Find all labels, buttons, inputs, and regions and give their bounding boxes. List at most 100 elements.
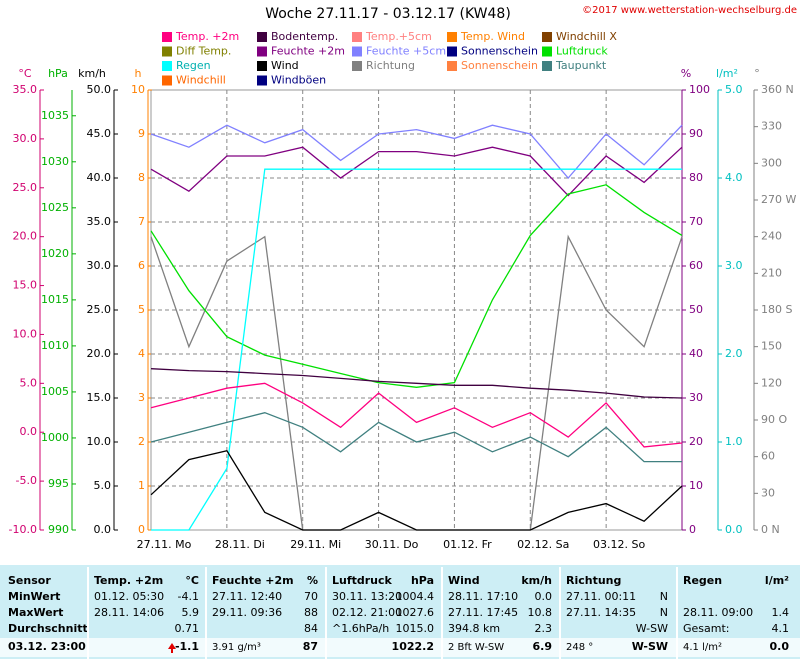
table-cell: 02.12. 21:00: [332, 606, 402, 619]
table-unit: °C: [185, 574, 199, 587]
legend-label: Windchill: [176, 74, 226, 87]
y-tick-label: 35.0: [87, 215, 112, 228]
table-cell: 29.11. 09:36: [212, 606, 282, 619]
axis-unit: km/h: [78, 67, 106, 80]
table-cell: 30.11. 13:20: [332, 590, 402, 603]
legend-swatch: [257, 61, 267, 71]
legend-label: Windböen: [271, 74, 326, 87]
y-tick-label: 5: [138, 303, 145, 316]
y-tick-label: 5.0: [20, 376, 38, 389]
legend-swatch: [542, 46, 552, 57]
table-value: W-SW: [636, 622, 668, 635]
table-unit: %: [307, 574, 318, 587]
y-tick-label: -10.0: [9, 523, 37, 536]
table-value: 84: [304, 622, 318, 635]
y-tick-label: 210: [761, 266, 782, 279]
legend-swatch: [447, 61, 457, 71]
table-row-label: 03.12. 23:00: [8, 640, 86, 653]
legend-swatch: [257, 32, 267, 42]
y-tick-label: 1020: [41, 247, 69, 260]
series-line: [150, 412, 682, 463]
series-line: [151, 168, 682, 531]
y-tick-label: 8: [138, 171, 145, 184]
legend-swatch: [162, 46, 172, 57]
y-tick-label: 35.0: [13, 83, 38, 96]
y-tick-label: 0: [689, 523, 696, 536]
legend-label: Windchill X: [556, 30, 617, 43]
y-tick-label: 4.0: [725, 171, 743, 184]
trend-arrow: [168, 643, 176, 653]
legend-label: Diff Temp.: [176, 45, 231, 58]
legend-swatch: [352, 61, 362, 71]
current-row-background: [0, 638, 800, 657]
table-header: Regen: [683, 574, 722, 587]
legend-swatch: [257, 46, 267, 57]
legend-swatch: [257, 75, 267, 86]
legend-label: Sonnenschein: [461, 59, 538, 72]
y-tick-label: 240: [761, 230, 782, 243]
y-tick-label: 10: [689, 479, 703, 492]
table-row-label: MaxWert: [8, 606, 63, 619]
series-line: [150, 450, 683, 531]
y-tick-label: 50.0: [87, 83, 112, 96]
x-tick-label: 02.12. Sa: [517, 538, 569, 551]
series-line: [150, 382, 683, 448]
y-tick-label: 40: [689, 347, 703, 360]
table-row-label: Durchschnitt: [8, 622, 88, 635]
y-tick-label: 60: [689, 259, 703, 272]
legend-label: Regen: [176, 59, 211, 72]
y-tick-label: 20.0: [13, 230, 38, 243]
x-tick-label: 27.11. Mo: [137, 538, 192, 551]
table-value: 1004.4: [396, 590, 435, 603]
y-tick-label: 60: [761, 450, 775, 463]
table-value: 1027.6: [396, 606, 435, 619]
x-tick-label: 01.12. Fr: [443, 538, 492, 551]
legend-swatch: [162, 61, 172, 71]
x-tick-label: 30.11. Do: [365, 538, 419, 551]
y-tick-label: 45.0: [87, 127, 112, 140]
table-value: 4.1: [772, 622, 790, 635]
y-tick-label: 25.0: [13, 181, 38, 194]
y-tick-label: 10.0: [87, 435, 112, 448]
table-cell: 394.8 km: [448, 622, 500, 635]
legend-label: Taupunkt: [555, 59, 607, 72]
y-tick-label: 90: [689, 127, 703, 140]
y-tick-label: 1035: [41, 109, 69, 122]
table-cell: 3.91 g/m³: [212, 642, 261, 653]
legend-label: Bodentemp.: [271, 30, 338, 43]
table-row-label: MinWert: [8, 590, 60, 603]
series-line: [150, 368, 683, 399]
legend-label: Sonnenschein: [461, 45, 538, 58]
table-value: 6.9: [533, 640, 553, 653]
legend-label: Luftdruck: [556, 45, 608, 58]
chart-title: Woche 27.11.17 - 03.12.17 (KW48): [265, 6, 511, 22]
table-header: Temp. +2m: [94, 574, 163, 587]
y-tick-label: 9: [138, 127, 145, 140]
y-tick-label: 300: [761, 156, 782, 169]
y-tick-label: 2.0: [725, 347, 743, 360]
x-tick-label: 03.12. So: [593, 538, 645, 551]
y-tick-label: 30.0: [87, 259, 112, 272]
table-cell: 27.11. 00:11: [566, 590, 636, 603]
y-tick-label: 1015: [41, 293, 69, 306]
table-value: -1.1: [175, 640, 199, 653]
y-tick-label: 330: [761, 120, 782, 133]
y-tick-label: 10.0: [13, 327, 38, 340]
legend-swatch: [542, 32, 552, 42]
y-tick-label: 20: [689, 435, 703, 448]
y-tick-label: 15.0: [13, 279, 38, 292]
y-tick-label: 0 N: [761, 523, 780, 536]
legend-label: Temp. +2m: [175, 30, 239, 43]
y-tick-label: 6: [138, 259, 145, 272]
y-tick-label: 1.0: [725, 435, 743, 448]
legend-label: Richtung: [366, 59, 415, 72]
axis-unit: %: [681, 67, 691, 80]
y-tick-label: 120: [761, 376, 782, 389]
y-tick-label: 5.0: [725, 83, 743, 96]
table-unit: km/h: [521, 574, 552, 587]
y-tick-label: 0.0: [725, 523, 743, 536]
table-value: 0.0: [535, 590, 553, 603]
table-header: Luftdruck: [332, 574, 393, 587]
y-tick-label: 10: [131, 83, 145, 96]
